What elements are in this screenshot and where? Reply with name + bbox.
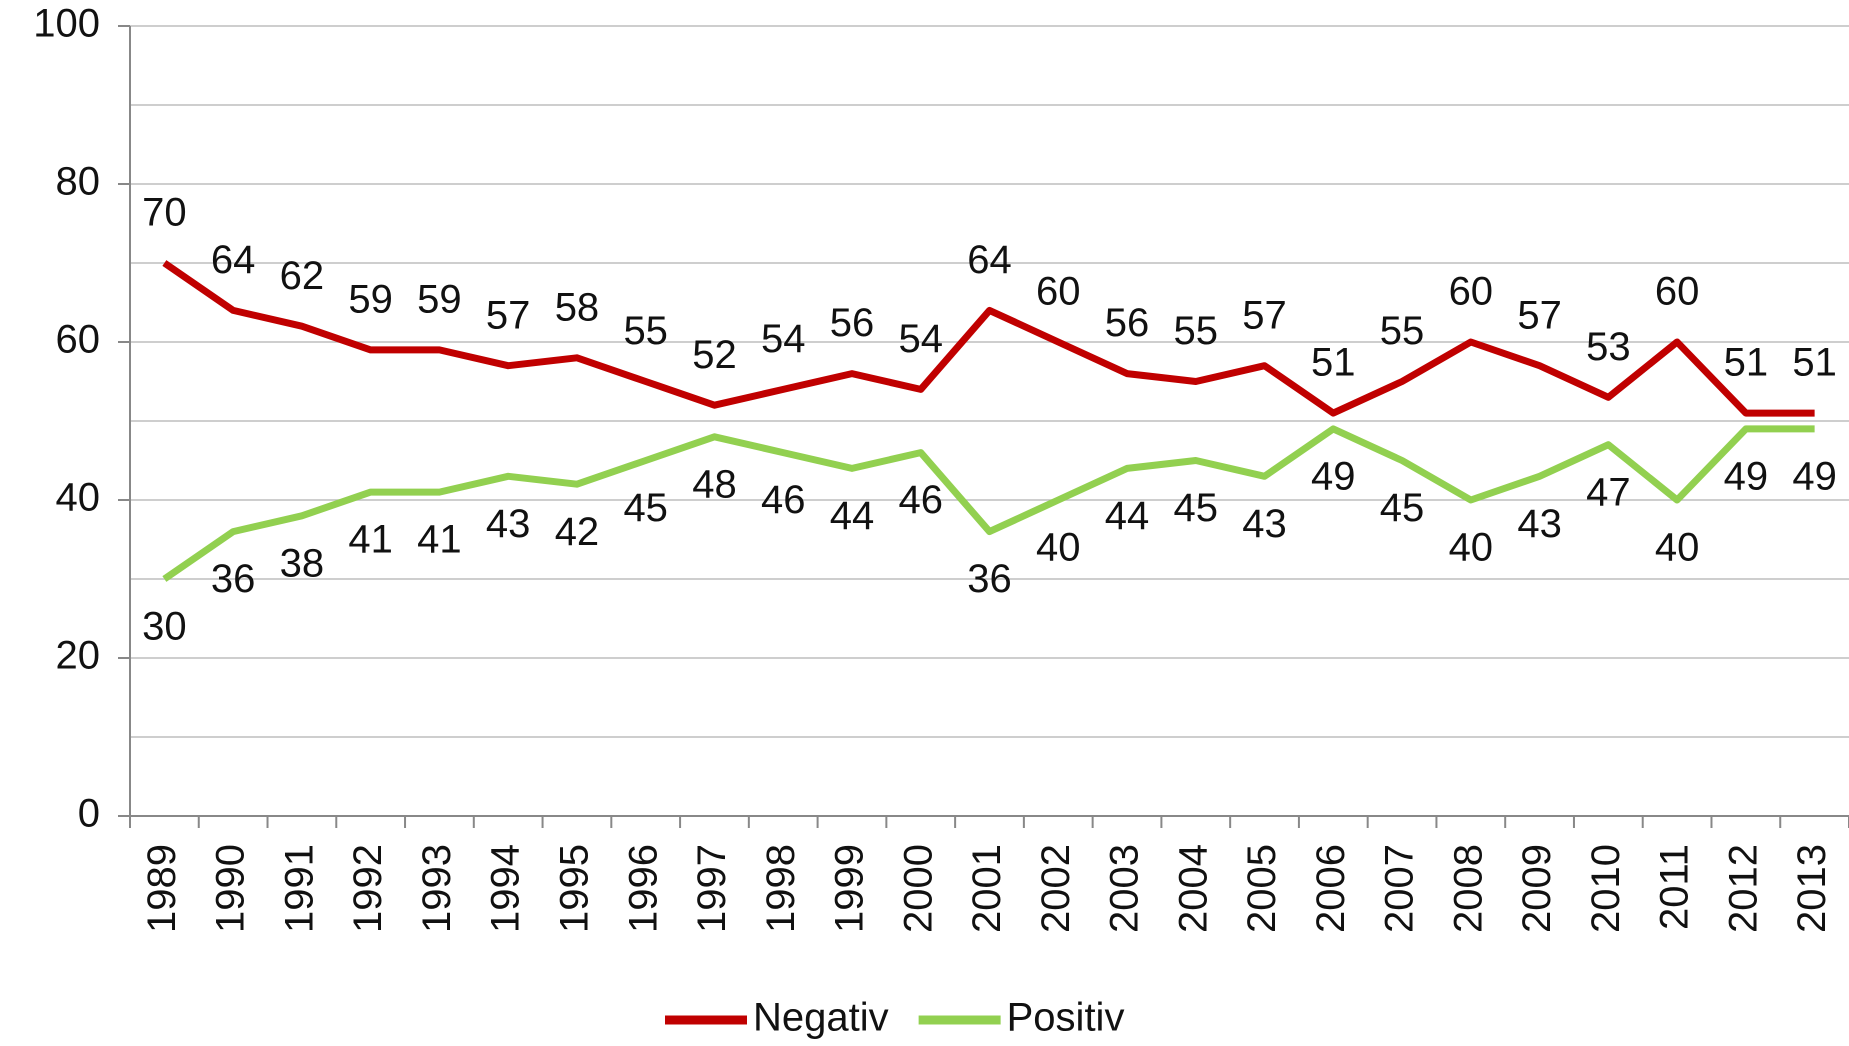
data-label: 30 bbox=[142, 605, 187, 649]
data-label: 41 bbox=[417, 518, 462, 562]
x-tick-label: 2009 bbox=[1515, 844, 1559, 933]
data-label: 48 bbox=[692, 462, 737, 506]
data-label: 53 bbox=[1586, 325, 1631, 369]
y-tick-label: 80 bbox=[56, 160, 101, 204]
data-label: 44 bbox=[1105, 494, 1150, 538]
data-label: 46 bbox=[761, 478, 806, 522]
x-tick-label: 1999 bbox=[828, 844, 872, 933]
data-label: 56 bbox=[830, 301, 875, 345]
data-label: 59 bbox=[417, 277, 462, 321]
x-tick-label: 2003 bbox=[1103, 844, 1147, 933]
data-label: 40 bbox=[1036, 526, 1081, 570]
data-label: 62 bbox=[280, 254, 325, 298]
data-label: 36 bbox=[967, 557, 1012, 601]
data-label: 60 bbox=[1449, 270, 1494, 314]
x-tick-label: 2006 bbox=[1309, 844, 1353, 933]
data-label: 64 bbox=[211, 238, 256, 282]
data-label: 49 bbox=[1311, 454, 1356, 498]
data-label: 57 bbox=[1242, 293, 1287, 337]
series-line bbox=[162, 425, 1815, 582]
series-line bbox=[162, 260, 1815, 417]
x-tick-label: 2000 bbox=[896, 844, 940, 933]
y-tick-label: 40 bbox=[56, 476, 101, 520]
data-label: 51 bbox=[1792, 341, 1837, 385]
x-tick-label: 2005 bbox=[1240, 844, 1284, 933]
x-tick-label: 2010 bbox=[1584, 844, 1628, 933]
data-label: 59 bbox=[348, 277, 393, 321]
data-label: 38 bbox=[280, 541, 325, 585]
data-label: 58 bbox=[555, 285, 600, 329]
data-label: 45 bbox=[623, 486, 668, 530]
data-label: 60 bbox=[1036, 270, 1081, 314]
data-label: 57 bbox=[1517, 293, 1562, 337]
data-label: 49 bbox=[1724, 454, 1769, 498]
y-tick-label: 100 bbox=[33, 2, 100, 46]
data-label: 43 bbox=[1242, 502, 1287, 546]
x-tick-label: 1991 bbox=[277, 844, 321, 933]
data-label: 49 bbox=[1792, 454, 1837, 498]
data-label: 40 bbox=[1655, 526, 1700, 570]
data-label: 51 bbox=[1724, 341, 1769, 385]
data-label: 60 bbox=[1655, 270, 1700, 314]
x-tick-label: 1993 bbox=[415, 844, 459, 933]
x-tick-label: 2011 bbox=[1653, 844, 1697, 930]
x-tick-label: 2004 bbox=[1171, 844, 1215, 933]
x-tick-label: 1996 bbox=[621, 844, 665, 933]
x-tick-label: 1995 bbox=[553, 844, 597, 933]
data-label: 57 bbox=[486, 293, 531, 337]
legend-label: Negativ bbox=[753, 996, 889, 1040]
x-tick-label: 1989 bbox=[140, 844, 184, 933]
data-label: 56 bbox=[1105, 301, 1150, 345]
x-tick-label: 1998 bbox=[759, 844, 803, 933]
data-label: 55 bbox=[1380, 309, 1425, 353]
x-tick-label: 2002 bbox=[1034, 844, 1078, 933]
x-tick-label: 1992 bbox=[346, 844, 390, 933]
data-label: 42 bbox=[555, 510, 600, 554]
x-tick-label: 2007 bbox=[1378, 844, 1422, 933]
data-label: 55 bbox=[1174, 309, 1219, 353]
data-label: 52 bbox=[692, 333, 737, 377]
data-label: 44 bbox=[830, 494, 875, 538]
x-tick-label: 1990 bbox=[209, 844, 253, 933]
data-label: 45 bbox=[1174, 486, 1219, 530]
x-tick-label: 2012 bbox=[1721, 844, 1765, 933]
data-label: 47 bbox=[1586, 470, 1631, 514]
data-label: 43 bbox=[1517, 502, 1562, 546]
data-label: 46 bbox=[898, 478, 943, 522]
data-label: 45 bbox=[1380, 486, 1425, 530]
data-label: 36 bbox=[211, 557, 256, 601]
x-tick-label: 2013 bbox=[1790, 844, 1834, 933]
data-label: 51 bbox=[1311, 341, 1356, 385]
x-tick-label: 1997 bbox=[690, 844, 734, 933]
data-label: 64 bbox=[967, 238, 1012, 282]
data-label: 54 bbox=[898, 317, 943, 361]
data-label: 40 bbox=[1449, 526, 1494, 570]
data-label: 41 bbox=[348, 518, 393, 562]
x-tick-label: 2001 bbox=[965, 844, 1009, 933]
y-tick-label: 0 bbox=[78, 792, 100, 836]
data-label: 54 bbox=[761, 317, 806, 361]
y-tick-label: 60 bbox=[56, 318, 101, 362]
x-tick-label: 1994 bbox=[484, 844, 528, 933]
legend-label: Positiv bbox=[1007, 996, 1125, 1040]
x-tick-label: 2008 bbox=[1446, 844, 1490, 933]
y-tick-label: 20 bbox=[56, 634, 101, 678]
data-label: 55 bbox=[623, 309, 668, 353]
data-label: 70 bbox=[142, 191, 187, 235]
data-label: 43 bbox=[486, 502, 531, 546]
